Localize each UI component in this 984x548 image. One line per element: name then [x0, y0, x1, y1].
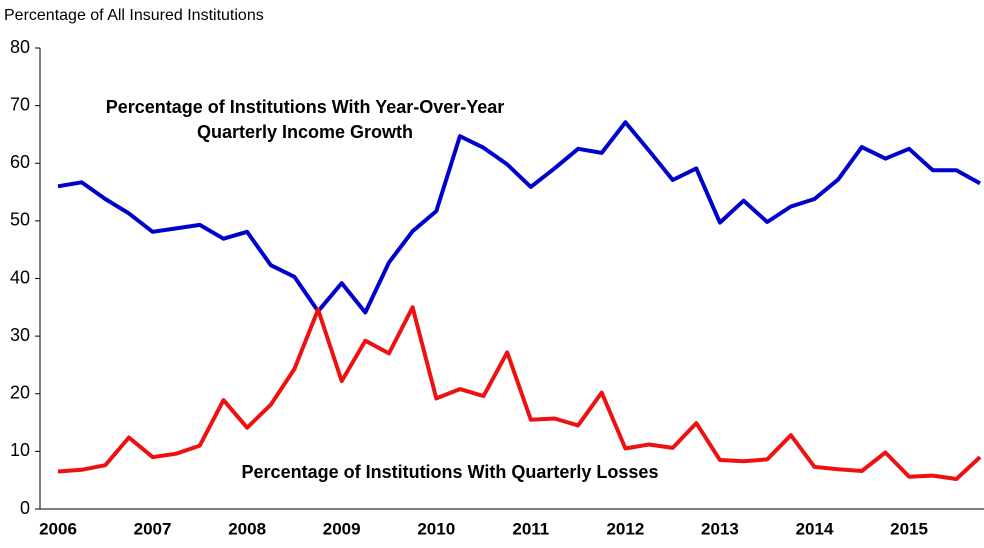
x-tick-label: 2012 — [606, 519, 644, 538]
y-tick-label: 50 — [10, 210, 30, 230]
x-tick-label: 2008 — [228, 519, 266, 538]
y-tick-label: 40 — [10, 267, 30, 287]
y-tick-label: 10 — [10, 440, 30, 460]
y-tick-label: 20 — [10, 383, 30, 403]
y-tick-label: 60 — [10, 152, 30, 172]
legend-label-line: Percentage of Institutions With Year-Ove… — [106, 97, 505, 117]
y-tick-label: 30 — [10, 325, 30, 345]
x-tick-label: 2009 — [323, 519, 361, 538]
x-tick-label: 2013 — [701, 519, 739, 538]
series-line — [57, 305, 982, 481]
series-line — [57, 120, 981, 315]
y-tick-label: 80 — [10, 37, 30, 57]
y-tick-label: 0 — [20, 498, 30, 518]
x-tick-label: 2010 — [417, 519, 455, 538]
x-tick-label: 2014 — [796, 519, 834, 538]
x-tick-label: 2006 — [39, 519, 77, 538]
legend-label: Percentage of Institutions With Quarterl… — [242, 462, 659, 482]
legend-label-line: Quarterly Income Growth — [197, 122, 413, 142]
y-tick-label: 70 — [10, 94, 30, 114]
x-tick-label: 2015 — [890, 519, 928, 538]
x-tick-label: 2007 — [134, 519, 172, 538]
legend-label: Percentage of Institutions With Year-Ove… — [106, 97, 505, 142]
x-tick-label: 2011 — [512, 519, 549, 538]
y-axis-label: Percentage of All Insured Institutions — [4, 7, 264, 24]
